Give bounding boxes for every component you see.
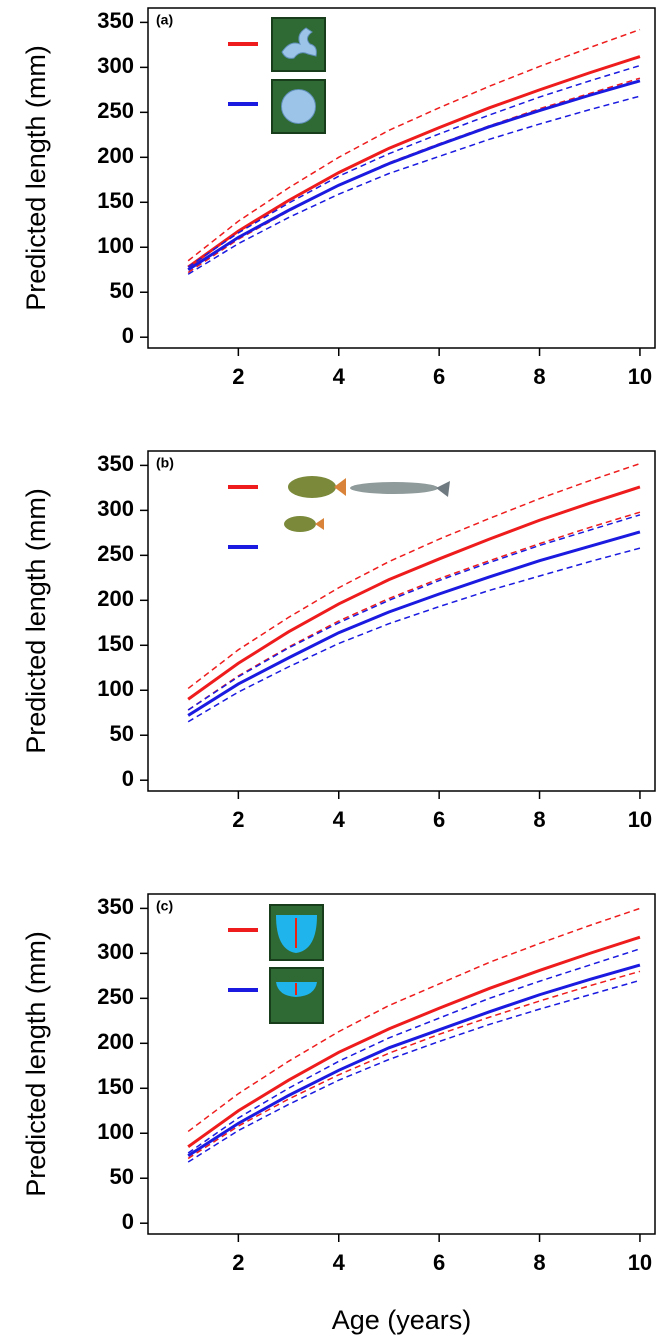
ci-line — [187, 511, 641, 711]
y-tick-label: 50 — [110, 721, 134, 746]
y-tick-label: 150 — [97, 188, 134, 213]
panel-label: (a) — [156, 12, 173, 28]
y-tick-label: 250 — [97, 98, 134, 123]
plot-frame — [147, 7, 656, 349]
ci-line — [187, 948, 641, 1154]
ci-line — [187, 64, 641, 268]
x-tick-label: 6 — [433, 1250, 445, 1275]
y-tick-label: 100 — [97, 1119, 134, 1144]
y-axis-label: Predicted length (mm) — [21, 931, 51, 1197]
y-tick-label: 100 — [97, 233, 134, 258]
y-tick-label: 300 — [97, 939, 134, 964]
y-tick-label: 300 — [97, 53, 134, 78]
x-tick-label: 2 — [232, 807, 244, 832]
y-tick-label: 150 — [97, 1074, 134, 1099]
ci-line — [187, 514, 641, 711]
x-tick-label: 10 — [628, 807, 652, 832]
ci-line — [187, 77, 641, 274]
y-tick-label: 100 — [97, 676, 134, 701]
x-tick-label: 4 — [333, 364, 346, 389]
y-tick-label: 300 — [97, 496, 134, 521]
y-tick-label: 350 — [97, 8, 134, 33]
y-tick-label: 0 — [122, 323, 134, 348]
ci-line — [187, 547, 641, 723]
y-axis-label: Predicted length (mm) — [21, 45, 51, 311]
ci-line — [187, 95, 641, 275]
x-tick-label: 8 — [533, 364, 545, 389]
y-tick-label: 50 — [110, 1164, 134, 1189]
y-tick-label: 350 — [97, 894, 134, 919]
plot-frame — [147, 450, 656, 792]
x-axis-label: Age (years) — [332, 1305, 472, 1335]
ci-line — [187, 907, 641, 1133]
fit-line — [187, 55, 641, 269]
x-tick-label: 2 — [232, 1250, 244, 1275]
x-tick-label: 8 — [533, 1250, 545, 1275]
fit-line — [187, 963, 641, 1158]
x-tick-label: 6 — [433, 364, 445, 389]
y-tick-label: 250 — [97, 984, 134, 1009]
fit-line — [187, 79, 641, 272]
x-tick-label: 6 — [433, 807, 445, 832]
ci-line — [187, 979, 641, 1163]
fit-line — [187, 485, 641, 701]
x-tick-label: 10 — [628, 1250, 652, 1275]
plot-frame — [147, 893, 656, 1235]
x-tick-label: 2 — [232, 364, 244, 389]
y-tick-label: 350 — [97, 451, 134, 476]
ci-line — [187, 970, 641, 1160]
y-tick-label: 250 — [97, 541, 134, 566]
y-tick-label: 200 — [97, 143, 134, 168]
fit-line — [187, 530, 641, 717]
legend-icons-a — [271, 17, 326, 134]
legend-icons-c — [269, 904, 324, 1024]
panel-label: (c) — [156, 898, 173, 914]
legend-icons-b — [284, 476, 450, 532]
y-axis-label: Predicted length (mm) — [21, 488, 51, 754]
x-tick-label: 4 — [333, 1250, 346, 1275]
panel-label: (b) — [156, 455, 174, 471]
y-tick-label: 150 — [97, 631, 134, 656]
x-tick-label: 8 — [533, 807, 545, 832]
x-tick-label: 4 — [333, 807, 346, 832]
x-tick-label: 10 — [628, 364, 652, 389]
fit-line — [187, 935, 641, 1148]
y-tick-label: 0 — [122, 1209, 134, 1234]
y-tick-label: 50 — [110, 278, 134, 303]
y-tick-label: 200 — [97, 586, 134, 611]
ci-line — [187, 462, 641, 690]
y-tick-label: 0 — [122, 766, 134, 791]
y-tick-label: 200 — [97, 1029, 134, 1054]
ci-line — [187, 28, 641, 262]
